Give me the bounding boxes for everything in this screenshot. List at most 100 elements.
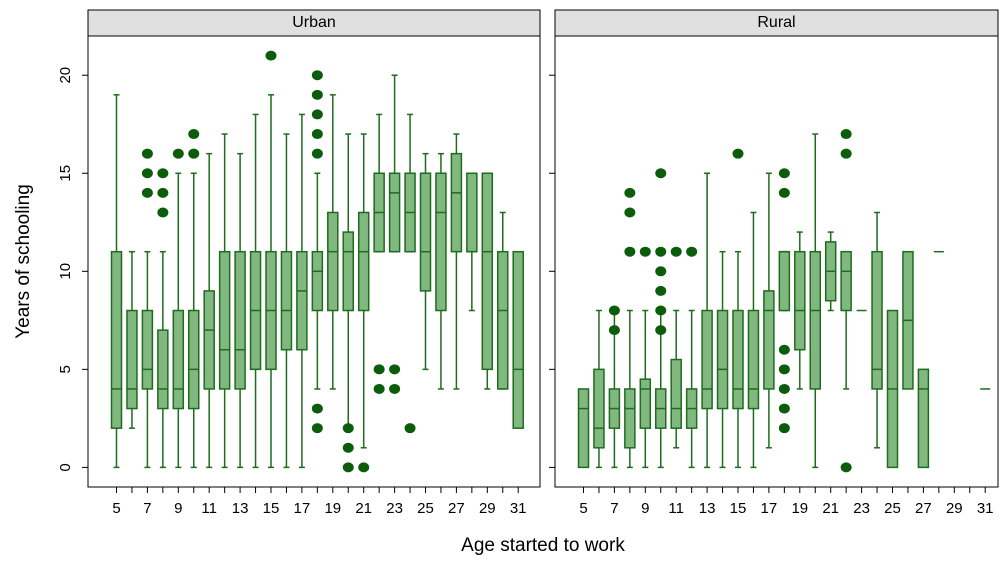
outlier <box>624 207 636 218</box>
box <box>512 250 524 429</box>
outlier <box>311 403 323 414</box>
box <box>203 290 215 390</box>
box <box>639 378 652 429</box>
outlier <box>404 423 416 434</box>
box <box>481 172 494 371</box>
outlier <box>141 168 153 179</box>
x-tick-label: 23 <box>853 500 870 517</box>
x-tick-label: 17 <box>761 500 778 517</box>
outlier <box>157 207 169 218</box>
box <box>732 309 744 410</box>
x-tick-label: 21 <box>355 500 372 517</box>
box <box>871 250 883 390</box>
x-tick-label: 19 <box>324 500 341 517</box>
outlier <box>608 305 620 316</box>
box <box>327 211 339 312</box>
outlier <box>778 364 790 375</box>
x-tick-label: 15 <box>730 500 747 517</box>
box <box>747 309 760 410</box>
outlier <box>311 70 323 81</box>
y-axis-label: Years of schooling <box>13 184 34 339</box>
x-tick-label: 5 <box>112 500 120 517</box>
x-tick-label: 17 <box>294 500 311 517</box>
x-tick-label: 9 <box>174 500 182 517</box>
x-tick-label: 19 <box>791 500 808 517</box>
box <box>218 250 231 390</box>
outlier <box>670 246 682 257</box>
y-tick-label: 10 <box>57 263 74 280</box>
outlier <box>342 442 354 453</box>
box <box>840 250 852 312</box>
outlier <box>608 325 620 336</box>
panel-header <box>87 9 541 37</box>
outlier <box>389 364 401 375</box>
outlier <box>655 285 667 296</box>
box <box>593 368 605 449</box>
box <box>466 172 478 253</box>
outlier <box>311 148 323 159</box>
panel-title: Rural <box>757 14 795 31</box>
outlier <box>624 187 636 198</box>
x-tick-label: 29 <box>946 500 963 517</box>
x-tick-label: 31 <box>510 500 527 517</box>
plot-area <box>554 35 999 488</box>
x-tick-label: 25 <box>884 500 901 517</box>
outlier <box>639 246 651 257</box>
outlier <box>778 187 790 198</box>
outlier <box>389 383 401 394</box>
box <box>311 250 324 312</box>
box <box>234 250 246 390</box>
outlier <box>172 148 184 159</box>
outlier <box>311 109 323 120</box>
x-tick-label: 25 <box>417 500 434 517</box>
y-tick-label: 15 <box>57 165 74 182</box>
outlier <box>358 462 370 473</box>
x-tick-label: 7 <box>610 500 618 517</box>
x-tick-label: 27 <box>448 500 465 517</box>
box <box>126 309 138 410</box>
box <box>497 250 509 390</box>
box <box>917 368 930 469</box>
x-tick-label: 27 <box>915 500 932 517</box>
outlier <box>778 344 790 355</box>
y-tick-label: 5 <box>57 365 74 373</box>
outlier <box>840 129 852 140</box>
box <box>280 250 293 351</box>
outlier <box>141 148 153 159</box>
outlier <box>732 148 744 159</box>
outlier <box>778 403 790 414</box>
x-tick-label: 9 <box>641 500 649 517</box>
box <box>701 309 713 410</box>
outlier <box>157 187 169 198</box>
box <box>296 250 308 351</box>
x-tick-label: 29 <box>479 500 496 517</box>
y-tick-label: 0 <box>57 463 74 471</box>
x-tick-label: 11 <box>668 500 684 517</box>
outlier <box>311 423 323 434</box>
box <box>419 172 432 292</box>
outlier <box>655 305 667 316</box>
x-tick-label: 11 <box>201 500 217 517</box>
box <box>172 309 185 410</box>
box <box>141 309 154 390</box>
box <box>716 309 729 410</box>
outlier <box>655 266 667 277</box>
outlier <box>157 168 169 179</box>
box <box>577 388 590 469</box>
panel-title: Urban <box>292 14 336 31</box>
box <box>450 152 463 253</box>
outlier <box>188 148 200 159</box>
outlier <box>655 168 667 179</box>
x-tick-label: 23 <box>386 500 403 517</box>
x-axis-label: Age started to work <box>461 535 625 556</box>
outlier <box>342 462 354 473</box>
x-tick-label: 5 <box>579 500 587 517</box>
box <box>388 172 401 253</box>
x-tick-label: 31 <box>977 500 994 517</box>
box <box>157 329 169 410</box>
box <box>110 250 123 429</box>
outlier <box>778 423 790 434</box>
outlier <box>778 168 790 179</box>
box <box>435 172 447 312</box>
